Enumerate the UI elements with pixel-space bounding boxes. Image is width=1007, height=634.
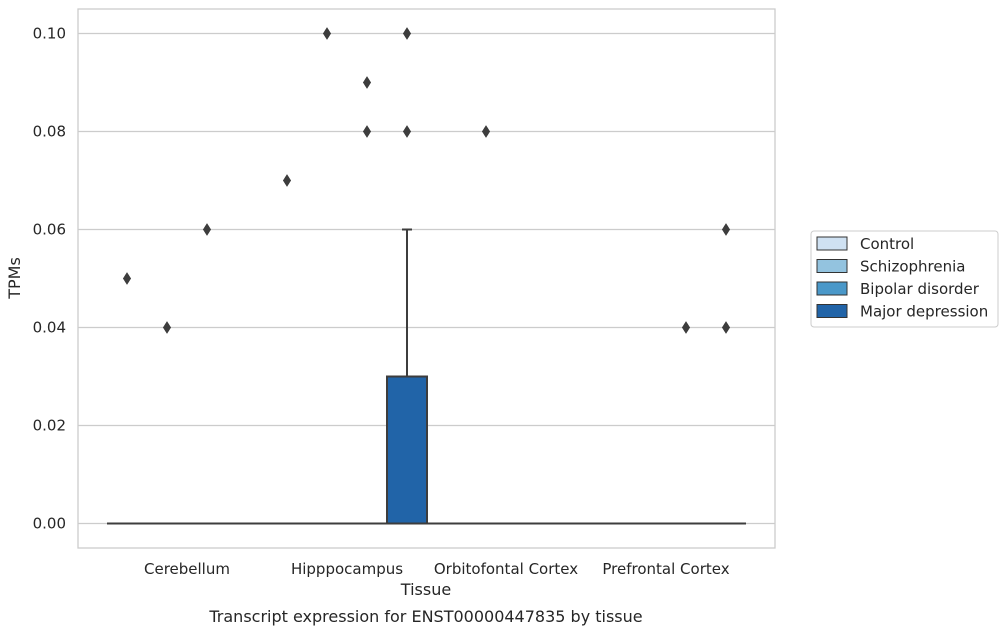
x-tick-labels: Cerebellum Hipppocampus Orbitofontal Corte… <box>144 560 730 578</box>
outlier-point <box>362 76 372 89</box>
figure-caption: Transcript expression for ENST0000044783… <box>208 607 642 626</box>
outlier-point <box>322 27 332 40</box>
y-tick-label: 0.02 <box>33 417 66 435</box>
outlier-point <box>362 125 372 138</box>
outlier-point <box>721 223 731 236</box>
outlier-point <box>402 27 412 40</box>
outlier-point <box>162 321 172 334</box>
y-tick-label: 0.00 <box>33 515 66 533</box>
outlier-point <box>402 125 412 138</box>
legend-label: Schizophrenia <box>860 258 965 276</box>
y-tick-labels: 0.00 0.02 0.04 0.06 0.08 0.10 <box>33 25 66 533</box>
plot-frame <box>77 8 776 549</box>
y-tick-label: 0.06 <box>33 221 66 239</box>
legend-label: Bipolar disorder <box>860 280 980 298</box>
outlier-point <box>681 321 691 334</box>
legend-swatch <box>816 259 848 273</box>
outlier-point <box>282 174 292 187</box>
x-tick-label: Cerebellum <box>144 560 230 578</box>
flier-layer <box>122 27 731 334</box>
outlier-point <box>721 321 731 334</box>
x-axis-title: Tissue <box>400 580 451 599</box>
y-tick-label: 0.08 <box>33 123 66 141</box>
legend: Control Schizophrenia Bipolar disorder Majo… <box>810 230 999 328</box>
x-tick-label: Orbitofontal Cortex <box>434 560 578 578</box>
legend-frame <box>810 230 999 328</box>
x-tick-label: Hipppocampus <box>291 560 403 578</box>
legend-items: Control Schizophrenia Bipolar disorder Majo… <box>816 235 988 321</box>
legend-label: Control <box>860 235 914 253</box>
x-tick-label: Prefrontal Cortex <box>602 560 729 578</box>
outlier-point <box>202 223 212 236</box>
y-axis-title: TPMs <box>5 257 24 300</box>
outlier-point <box>481 125 491 138</box>
legend-label: Major depression <box>860 303 988 321</box>
legend-swatch <box>816 304 848 318</box>
outlier-point <box>122 272 132 285</box>
legend-swatch <box>816 236 848 251</box>
y-tick-label: 0.04 <box>33 319 66 337</box>
y-tick-label: 0.10 <box>33 25 66 43</box>
box-layer <box>107 228 746 525</box>
box <box>386 375 428 525</box>
legend-swatch <box>816 281 848 296</box>
